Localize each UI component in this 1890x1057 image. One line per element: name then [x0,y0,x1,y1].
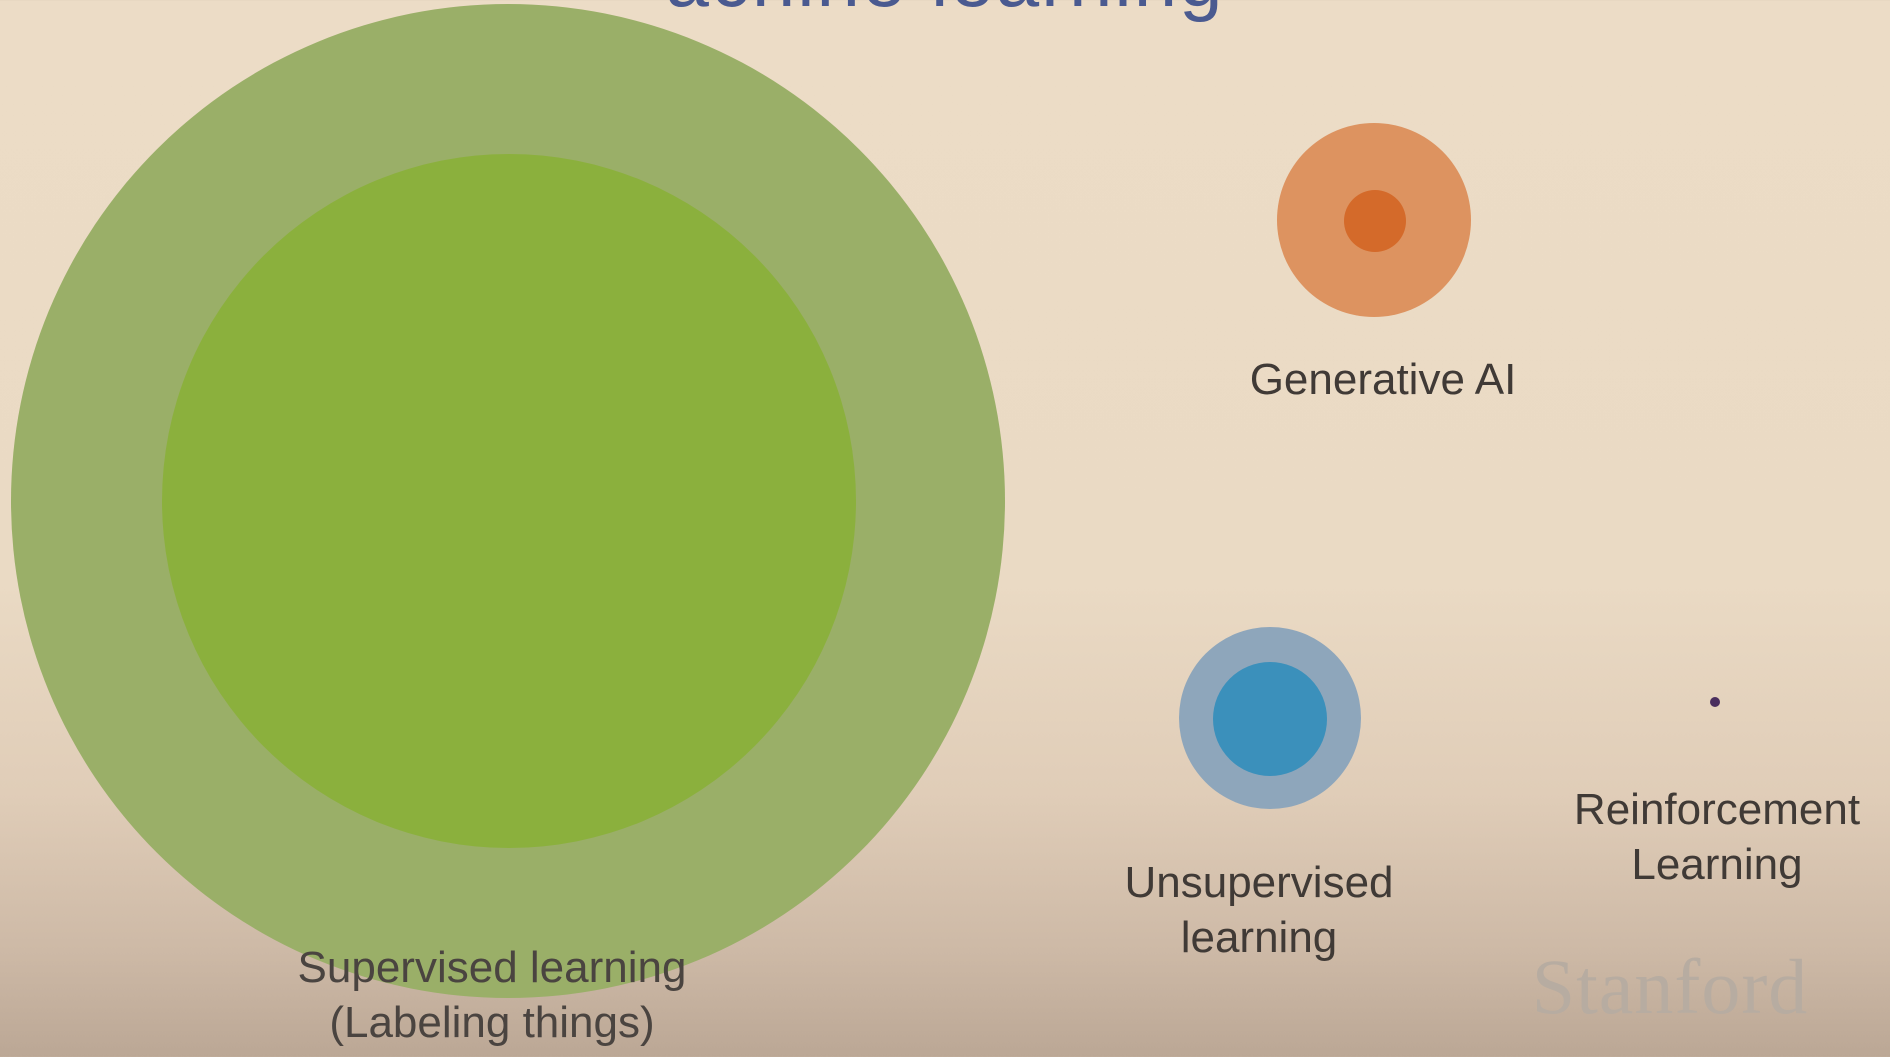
unsupervised-label-line-1: Unsupervised [1124,858,1394,907]
slide-title: achine learning [0,0,1890,25]
generative-ai-label-line-1: Generative AI [1249,355,1517,404]
reinforcement-learning-dot [1710,697,1720,707]
reinforcement-label-line-1: Reinforcement [1573,785,1861,834]
reinforcement-label-line-2: Learning [1631,840,1803,889]
unsupervised-learning-label: Unsupervised learning [1059,855,1459,965]
supervised-label-line-2: (Labeling things) [329,998,655,1047]
generative-ai-inner-circle [1344,190,1406,252]
supervised-label-line-1: Supervised learning [297,943,687,992]
stanford-logo: Stanford [1531,943,1809,1030]
generative-ai-label: Generative AI [1183,352,1583,407]
reinforcement-learning-label: Reinforcement Learning [1517,782,1890,892]
unsupervised-label-line-2: learning [1180,913,1338,962]
supervised-learning-label: Supervised learning (Labeling things) [242,940,742,1050]
unsupervised-learning-inner-circle [1213,662,1327,776]
supervised-learning-inner-circle [162,154,856,848]
